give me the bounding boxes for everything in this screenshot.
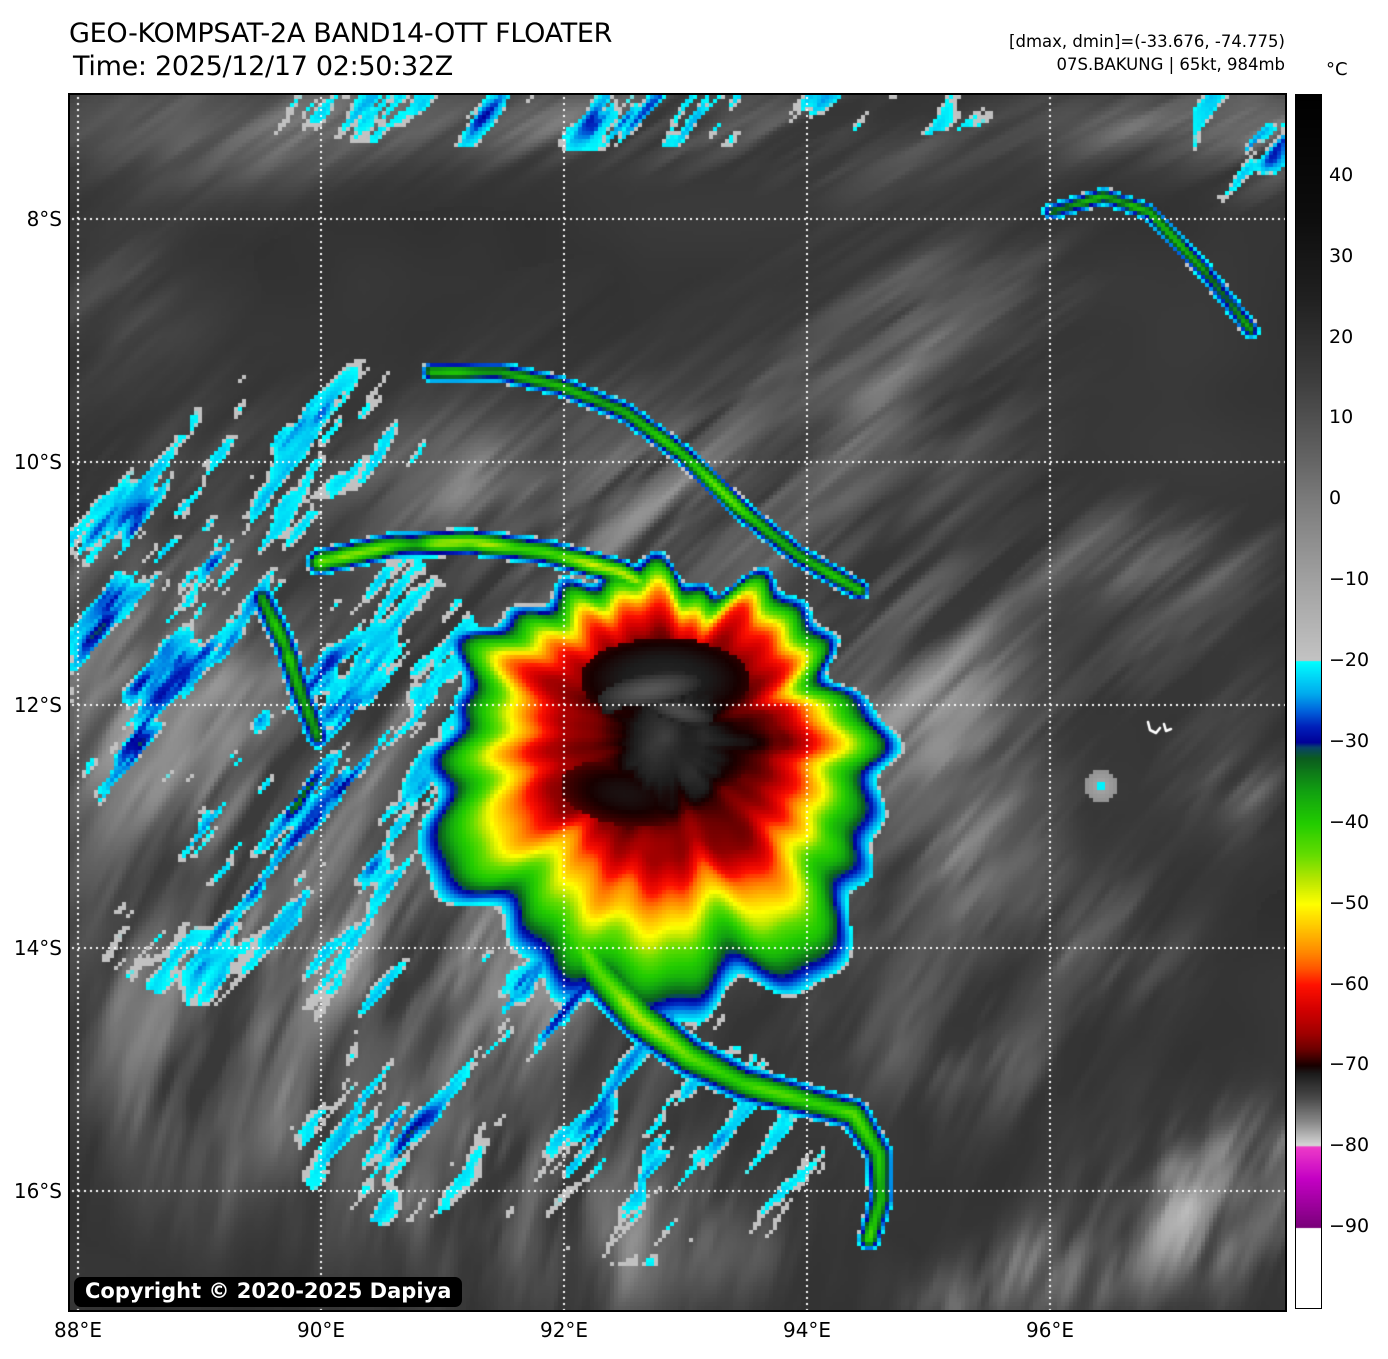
- colorbar-tick-label: 40: [1329, 163, 1354, 186]
- colorbar-gradient-canvas: [1296, 95, 1321, 1308]
- lon-tick-label: 92°E: [539, 1318, 589, 1342]
- satellite-map: Copyright © 2020-2025 Dapiya: [68, 93, 1287, 1312]
- lat-tick-label: 16°S: [13, 1179, 62, 1204]
- colorbar-tick-label: −60: [1329, 972, 1370, 995]
- colorbar-tick-labels: 40 30 20 10 0 −10 −20 −30 −40 −50 −60 −70 −80 −90: [1329, 94, 1388, 1309]
- colorbar-tick-label: −70: [1329, 1053, 1370, 1076]
- lat-tick-label: 14°S: [13, 936, 62, 961]
- colorbar-tick-label: −50: [1329, 891, 1370, 914]
- lat-tick-label: 10°S: [13, 449, 62, 474]
- colorbar-tick-label: 0: [1329, 487, 1342, 510]
- storm-info-readout: 07S.BAKUNG | 65kt, 984mb: [1056, 55, 1285, 74]
- colorbar: [1295, 94, 1322, 1309]
- colorbar-tick-label: −80: [1329, 1134, 1370, 1157]
- dmax-dmin-readout: [dmax, dmin]=(-33.676, -74.775): [1009, 32, 1285, 51]
- lon-tick-label: 94°E: [782, 1318, 832, 1342]
- lon-tick-label: 90°E: [296, 1318, 346, 1342]
- satellite-image-canvas: [70, 95, 1285, 1310]
- colorbar-tick-label: 20: [1329, 325, 1354, 348]
- colorbar-tick-label: 10: [1329, 406, 1354, 429]
- lon-tick-label: 96°E: [1025, 1318, 1075, 1342]
- colorbar-tick-label: −40: [1329, 810, 1370, 833]
- colorbar-tick-label: 30: [1329, 244, 1354, 267]
- colorbar-tick-label: −10: [1329, 568, 1370, 591]
- colorbar-tick-label: −30: [1329, 729, 1370, 752]
- annotation-block: [dmax, dmin]=(-33.676, -74.775) 07S.BAKU…: [1009, 30, 1285, 76]
- lon-tick-label: 88°E: [53, 1318, 103, 1342]
- lat-tick-label: 12°S: [13, 693, 62, 718]
- copyright-badge: Copyright © 2020-2025 Dapiya: [74, 1277, 463, 1307]
- colorbar-unit-label: °C: [1326, 59, 1348, 80]
- lat-tick-label: 8°S: [26, 207, 62, 232]
- timestamp: Time: 2025/12/17 02:50:32Z: [73, 51, 453, 82]
- latitude-axis: 8°S 10°S 12°S 14°S 16°S: [0, 95, 62, 1310]
- colorbar-tick-label: −90: [1329, 1215, 1370, 1238]
- colorbar-tick-label: −20: [1329, 649, 1370, 672]
- longitude-axis: 88°E 90°E 92°E 94°E 96°E: [54, 1318, 1285, 1348]
- page-title: GEO-KOMPSAT-2A BAND14-OTT FLOATER: [69, 18, 613, 49]
